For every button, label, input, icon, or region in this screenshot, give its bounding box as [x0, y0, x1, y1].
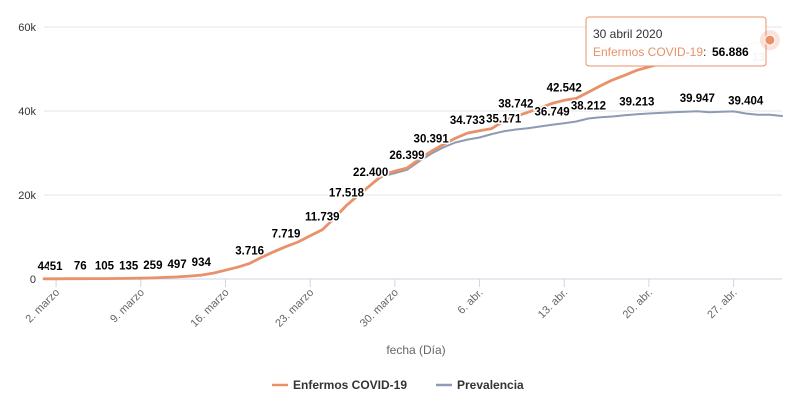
data-label: 22.400	[353, 167, 388, 179]
legend-label-enfermos: Enfermos COVID-19	[293, 378, 407, 392]
data-label: 35.171	[486, 113, 522, 125]
x-tick-label: 9. marzo	[108, 287, 147, 326]
x-tick-label: 13. abr.	[536, 287, 570, 321]
data-label: 51	[50, 261, 63, 273]
y-tick-label: 0	[30, 274, 36, 286]
data-label: 934	[192, 257, 212, 269]
data-label: 497	[167, 259, 186, 271]
legend-label-prevalencia: Prevalencia	[457, 378, 524, 392]
data-label: 7.719	[272, 229, 301, 241]
x-tick-label: 20. abr.	[621, 287, 655, 321]
data-label: 3.716	[235, 245, 264, 257]
data-label: 42.542	[547, 82, 582, 94]
data-label: 39.404	[728, 96, 764, 108]
hover-point	[764, 34, 776, 46]
x-tick-label: 2. marzo	[23, 287, 62, 326]
data-label: 34.733	[450, 115, 485, 127]
x-tick-label: 6. abr.	[456, 287, 486, 317]
x-axis: 2. marzo 9. marzo 16. marzo 23. marzo 30. ma…	[23, 279, 740, 330]
series-line-enfermos	[42, 38, 772, 281]
data-label: 17.518	[329, 187, 365, 199]
x-tick-label: 16. marzo	[189, 287, 232, 330]
data-label: 135	[119, 260, 139, 272]
x-axis-title: fecha (Día)	[386, 343, 445, 357]
y-tick-label: 40k	[18, 106, 36, 118]
series-lines	[42, 38, 783, 281]
y-tick-label: 60k	[18, 22, 36, 34]
data-label: 36.749	[535, 107, 570, 119]
x-tick-label: 27. abr.	[705, 287, 739, 321]
x-tick-label: 23. marzo	[273, 287, 316, 330]
tooltip-value: 56.886	[712, 45, 749, 59]
data-label: 38.742	[498, 98, 533, 110]
data-label: 76	[74, 261, 87, 273]
data-label: 259	[143, 260, 162, 272]
data-label: 105	[95, 261, 115, 273]
data-label: 30.391	[414, 133, 450, 145]
legend: Enfermos COVID-19 Prevalencia	[272, 378, 524, 392]
data-label: 11.739	[305, 212, 340, 224]
tooltip-series-name: Enfermos COVID-19:	[593, 45, 706, 59]
data-labels: 44 51 76 105 135 259 497 934 3.716 7.719 11.739 17.…	[36, 81, 765, 274]
tooltip-series-label: Enfermos COVID-19	[593, 45, 703, 59]
data-label: 44	[38, 261, 51, 273]
data-label: 39.213	[619, 96, 654, 108]
x-tick-label: 30. marzo	[358, 287, 401, 330]
data-label: 39.947	[680, 93, 715, 105]
y-tick-label: 20k	[18, 190, 36, 202]
y-axis-ticks: 0 20k 40k 60k	[18, 22, 36, 286]
data-label: 38.212	[571, 101, 606, 113]
tooltip-separator: :	[703, 45, 706, 59]
tooltip-date: 30 abril 2020	[593, 27, 663, 41]
data-label: 26.399	[389, 150, 424, 162]
